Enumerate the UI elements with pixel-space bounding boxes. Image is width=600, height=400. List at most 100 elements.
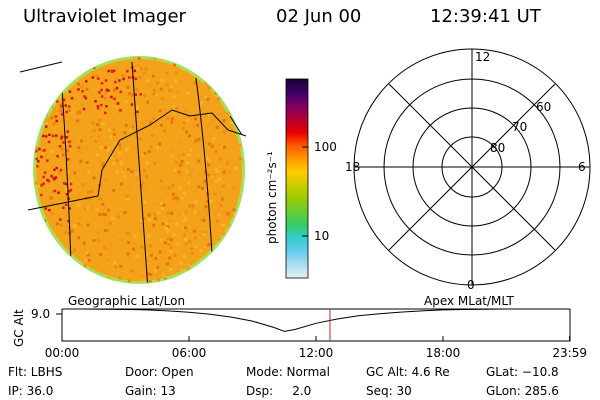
emission-pixel [213,261,217,265]
emission-pixel [158,250,162,254]
emission-pixel [91,205,95,209]
emission-pixel [218,178,222,182]
mlt-label-12: 12 [475,50,490,64]
emission-pixel [77,222,80,226]
emission-pixel [132,247,135,251]
timeseries-xtick-label: 12:00 [299,346,334,360]
emission-pixel [77,110,81,114]
emission-pixel-bright [52,177,56,180]
emission-pixel-bright [54,176,58,179]
altitude-series-line [62,308,570,332]
emission-pixel [212,137,216,141]
emission-pixel-bright [64,104,67,107]
emission-pixel [198,217,202,221]
emission-pixel-bright [128,76,131,79]
emission-pixel-bright [36,165,39,168]
emission-pixel [84,277,88,280]
emission-pixel-bright [60,135,64,139]
emission-pixel-bright [134,77,137,81]
emission-pixel [120,238,124,242]
emission-pixel [83,264,87,268]
emission-pixel-bright [40,184,43,187]
emission-pixel [175,222,179,226]
emission-pixel [242,102,244,106]
emission-pixel [58,109,62,113]
emission-pixel [232,208,236,212]
emission-pixel [175,201,178,205]
emission-pixel [42,282,46,283]
emission-pixel [62,82,66,86]
emission-pixel [126,231,130,235]
emission-pixel [223,145,226,149]
emission-pixel [185,130,188,134]
emission-pixel [50,116,54,120]
emission-pixel [221,254,225,258]
emission-pixel [159,87,163,91]
emission-pixel-bright [62,64,65,67]
emission-pixel [95,74,99,78]
emission-pixel [38,269,42,273]
emission-pixel [218,268,222,272]
emission-pixel-bright [122,77,125,81]
emission-pixel [78,216,82,220]
emission-pixel [183,191,186,195]
emission-pixel [207,158,211,162]
emission-pixel [98,197,102,201]
emission-pixel [212,213,216,217]
emission-pixel [121,282,124,283]
emission-pixel [81,59,84,63]
emission-pixel [214,271,218,274]
emission-pixel [135,172,139,176]
emission-pixel [79,65,83,68]
emission-pixel [62,102,66,106]
emission-pixel [215,125,219,129]
emission-pixel-bright [43,171,47,174]
emission-pixel [152,117,156,121]
emission-pixel [80,272,84,276]
emission-pixel [226,253,230,257]
mlat-label-60: 60 [536,100,551,114]
emission-pixel [207,113,211,117]
emission-pixel [34,181,38,185]
emission-pixel [160,58,163,62]
emission-pixel [236,231,240,235]
emission-pixel [46,262,50,266]
emission-pixel [39,109,43,113]
emission-pixel [194,117,197,121]
emission-pixel-bright [107,69,110,73]
emission-pixel [85,161,89,164]
emission-pixel [95,123,99,127]
emission-pixel-bright [59,218,62,221]
emission-pixel-bright [42,175,45,179]
emission-pixel [222,184,225,188]
emission-pixel [103,96,107,100]
emission-pixel [168,89,172,93]
emission-pixel [85,146,89,150]
emission-pixel [50,149,54,153]
emission-pixel-bright [42,182,45,185]
footer-seq: Seq: 30 [366,384,412,398]
emission-pixel [204,82,208,86]
emission-pixel [131,125,135,129]
emission-pixel [236,182,240,185]
emission-pixel [99,145,103,149]
emission-pixel-bright [62,206,65,209]
emission-pixel [96,135,100,139]
emission-pixel-bright [62,141,65,144]
emission-pixel [174,161,178,165]
emission-pixel [245,181,248,184]
emission-pixel [133,234,137,238]
emission-pixel [115,170,119,174]
emission-pixel [230,227,234,231]
latitude-line [19,61,63,73]
emission-pixel-bright [55,119,58,123]
emission-pixel [206,97,210,101]
emission-pixel-bright [68,144,72,148]
emission-pixel [70,74,74,77]
emission-pixel [237,104,241,108]
emission-pixel [165,226,169,230]
emission-pixel [188,204,191,208]
emission-pixel [169,268,172,272]
emission-pixel [221,223,224,227]
emission-pixel [219,277,223,280]
